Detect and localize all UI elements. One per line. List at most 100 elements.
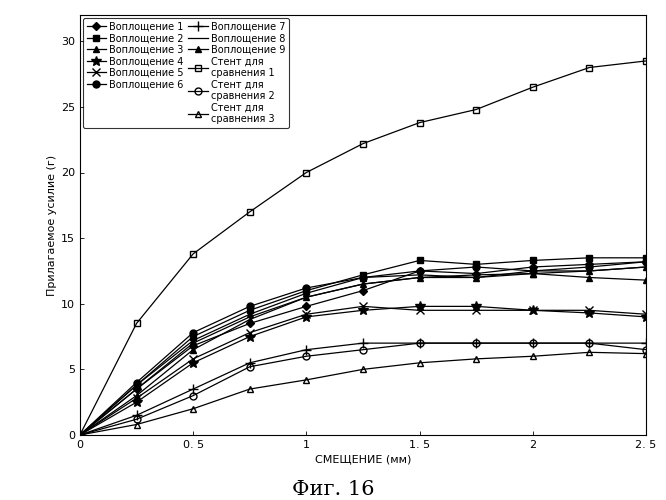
Воплощение 9 (472, 274, 480, 280)
Воплощение 7 (529, 340, 537, 346)
Воплощение 7 (472, 340, 480, 346)
Воплощение 3 (246, 316, 254, 322)
Стент для
сравнения 2 (472, 340, 480, 346)
Воплощение 8 (529, 268, 537, 274)
Воплощение 2 (585, 255, 593, 261)
Стент для
сравнения 2 (359, 346, 367, 352)
Воплощение 5 (642, 311, 650, 318)
Стент для
сравнения 2 (133, 416, 141, 422)
Line: Воплощение 7: Воплощение 7 (75, 338, 651, 440)
Воплощение 4 (359, 308, 367, 314)
Стент для
сравнения 2 (246, 364, 254, 370)
Воплощение 9 (642, 264, 650, 270)
Стент для
сравнения 1 (585, 64, 593, 70)
Воплощение 6 (585, 264, 593, 270)
Стент для
сравнения 2 (642, 346, 650, 352)
Воплощение 7 (302, 346, 310, 352)
Воплощение 6 (76, 432, 84, 438)
Воплощение 5 (246, 330, 254, 336)
Воплощение 7 (76, 432, 84, 438)
Воплощение 4 (585, 310, 593, 316)
Стент для
сравнения 2 (529, 340, 537, 346)
Стент для
сравнения 3 (302, 377, 310, 383)
Воплощение 4 (76, 432, 84, 438)
Воплощение 1 (416, 268, 424, 274)
Воплощение 1 (472, 270, 480, 276)
Стент для
сравнения 3 (416, 360, 424, 366)
Line: Воплощение 2: Воплощение 2 (77, 255, 649, 438)
Воплощение 5 (302, 311, 310, 318)
Воплощение 7 (133, 412, 141, 418)
Воплощение 8 (416, 274, 424, 280)
Воплощение 2 (642, 255, 650, 261)
Воплощение 2 (246, 308, 254, 314)
Стент для
сравнения 1 (529, 84, 537, 90)
Воплощение 8 (76, 432, 84, 438)
Line: Воплощение 6: Воплощение 6 (77, 258, 649, 438)
Воплощение 6 (416, 268, 424, 274)
Y-axis label: Прилагаемое усилие (г): Прилагаемое усилие (г) (47, 154, 57, 296)
Воплощение 1 (133, 386, 141, 392)
Стент для
сравнения 1 (642, 58, 650, 64)
Воплощение 3 (529, 270, 537, 276)
Стент для
сравнения 3 (359, 366, 367, 372)
Legend: Воплощение 1, Воплощение 2, Воплощение 3, Воплощение 4, Воплощение 5, Воплощение: Воплощение 1, Воплощение 2, Воплощение 3… (83, 18, 289, 128)
Воплощение 8 (642, 264, 650, 270)
Воплощение 2 (472, 262, 480, 268)
Стент для
сравнения 3 (585, 350, 593, 356)
Воплощение 7 (416, 340, 424, 346)
Воплощение 5 (76, 432, 84, 438)
Воплощение 7 (189, 386, 197, 392)
Стент для
сравнения 3 (189, 406, 197, 412)
X-axis label: СМЕЩЕНИЕ (мм): СМЕЩЕНИЕ (мм) (315, 454, 411, 464)
Воплощение 8 (302, 294, 310, 300)
Line: Воплощение 1: Воплощение 1 (77, 259, 649, 438)
Стент для
сравнения 2 (189, 392, 197, 398)
Воплощение 3 (585, 274, 593, 280)
Воплощение 8 (189, 340, 197, 346)
Воплощение 3 (76, 432, 84, 438)
Воплощение 1 (76, 432, 84, 438)
Стент для
сравнения 1 (359, 140, 367, 146)
Воплощение 4 (416, 304, 424, 310)
Воплощение 1 (529, 264, 537, 270)
Стент для
сравнения 1 (133, 320, 141, 326)
Воплощение 3 (189, 346, 197, 352)
Воплощение 3 (416, 274, 424, 280)
Стент для
сравнения 2 (302, 353, 310, 359)
Воплощение 2 (302, 288, 310, 294)
Воплощение 2 (359, 272, 367, 278)
Воплощение 6 (246, 304, 254, 310)
Стент для
сравнения 3 (76, 432, 84, 438)
Воплощение 9 (189, 338, 197, 344)
Воплощение 9 (529, 270, 537, 276)
Воплощение 8 (133, 386, 141, 392)
Line: Стент для
сравнения 1: Стент для сравнения 1 (77, 58, 649, 438)
Воплощение 9 (302, 290, 310, 296)
Воплощение 2 (189, 334, 197, 340)
Воплощение 3 (133, 392, 141, 398)
Воплощение 6 (642, 259, 650, 265)
Воплощение 2 (529, 258, 537, 264)
Стент для
сравнения 1 (76, 432, 84, 438)
Воплощение 1 (189, 343, 197, 349)
Воплощение 5 (359, 304, 367, 310)
Стент для
сравнения 2 (416, 340, 424, 346)
Воплощение 3 (359, 281, 367, 287)
Стент для
сравнения 1 (416, 120, 424, 126)
Воплощение 4 (302, 314, 310, 320)
Воплощение 4 (529, 308, 537, 314)
Воплощение 1 (302, 304, 310, 310)
Воплощение 9 (76, 432, 84, 438)
Воплощение 6 (302, 285, 310, 291)
Воплощение 2 (76, 432, 84, 438)
Воплощение 2 (133, 382, 141, 388)
Воплощение 5 (189, 356, 197, 362)
Line: Воплощение 3: Воплощение 3 (77, 270, 649, 438)
Воплощение 9 (246, 311, 254, 318)
Воплощение 4 (133, 399, 141, 405)
Line: Воплощение 8: Воплощение 8 (80, 267, 646, 435)
Воплощение 6 (133, 380, 141, 386)
Воплощение 8 (472, 274, 480, 280)
Воплощение 9 (133, 382, 141, 388)
